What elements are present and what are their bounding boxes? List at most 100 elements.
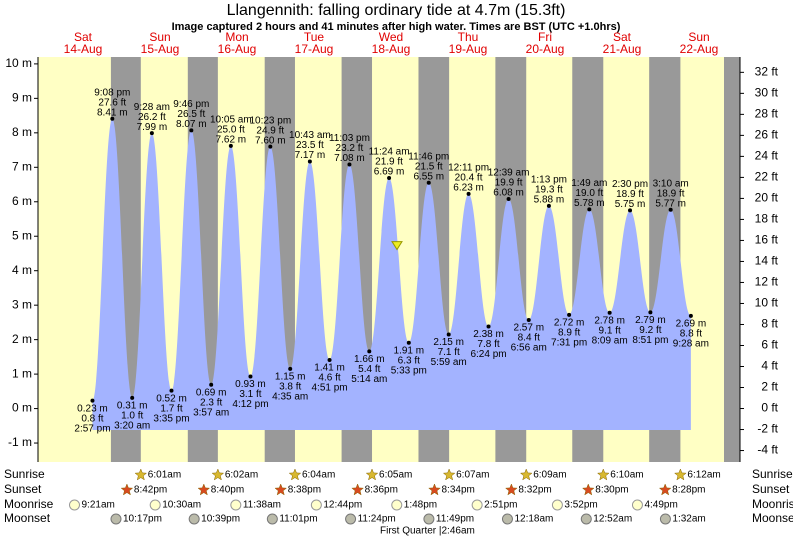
moon-phase: First Quarter |2:46am [380,526,475,537]
tide-point [688,313,693,318]
day-date: 14-Aug [64,42,103,56]
tide-label: 5.77 m [655,198,686,209]
y-tick-label: 10 m [5,56,32,70]
tide-label: 2.78 m [594,315,625,326]
day-weekday: Sat [613,30,632,44]
y2-tick-label: 0 ft [761,401,778,415]
y-tick-label: -1 m [8,435,32,449]
tide-label: 4:12 pm [232,399,268,410]
tide-label: 9.1 ft [599,325,621,336]
tide-point [268,144,273,149]
moonrise-icon [391,499,403,511]
sunset-time: 8:28pm [672,485,705,496]
tide-point [406,340,411,345]
y-tick-label: 4 m [12,263,32,277]
sunset-icon [274,483,288,496]
tide-label: 2.15 m [433,337,464,348]
moonset-icon [345,513,357,525]
y2-tick-label: 26 ft [755,128,779,142]
tide-point [587,207,592,212]
moonrise-time: 10:30am [162,500,201,511]
tide-label: 3:57 am [193,407,229,418]
sunrise-time: 6:02am [225,470,258,481]
sunrise-icon [365,468,379,481]
y-tick-label: 3 m [12,297,32,311]
tide-label: 0.69 m [196,387,227,398]
sunrise-icon [674,468,687,481]
moonset-time: 11:49pm [436,514,474,525]
tide-label: 9:28 am [134,102,170,113]
tide-label: 2.72 m [554,317,585,328]
moonrise-time: 1:48pm [404,500,437,511]
day-date: 18-Aug [372,42,411,56]
row-label: Sunset [4,482,42,496]
moonset-icon [266,513,278,525]
tide-label: 23.2 ft [336,143,364,154]
moonrise-icon [551,499,563,511]
tide-label: 21.5 ft [415,161,443,172]
tide-label: 21.9 ft [375,157,403,168]
tide-point [288,366,293,371]
tide-label: 2.3 ft [200,397,222,408]
moonrise-icon [471,499,483,511]
tide-label: 9:28 am [673,338,709,349]
tide-label: 26.2 ft [138,112,166,123]
moonset-icon [501,513,513,525]
y2-tick-label: 4 ft [761,359,778,373]
tide-label: 2.79 m [635,315,666,326]
tide-label: 2:30 pm [612,179,648,190]
chart-subtitle: Image captured 2 hours and 41 minutes af… [172,21,621,33]
sunset-time: 8:40pm [211,485,244,496]
day-date: 20-Aug [526,42,565,56]
tide-label: 10:23 pm [249,115,291,126]
moonset-time: 1:32am [672,514,705,525]
tide-point [628,208,633,213]
sunset-icon [428,483,441,496]
sunrise-time: 6:07am [456,470,489,481]
tide-point [607,310,612,315]
moonset-time: 12:52am [593,514,632,525]
tide-label: 0.93 m [235,379,266,390]
sunset-icon [120,483,134,496]
tide-point [486,324,491,329]
tide-label: 2:57 pm [74,423,110,434]
moonrise-time: 12:44pm [323,500,362,511]
sunrise-time: 6:01am [148,470,181,481]
day-weekday: Mon [225,30,248,44]
tide-point [149,131,154,136]
tide-label: 1.91 m [394,345,425,356]
tide-label: 2.57 m [513,323,544,334]
tide-label: 4:35 am [272,392,308,403]
y2-tick-label: 20 ft [755,191,779,205]
tide-label: 7.60 m [255,135,286,146]
sunrise-time: 6:12am [687,470,720,481]
tide-label: 1.66 m [354,354,385,365]
tide-label: 19.9 ft [495,178,523,189]
night-band [724,57,740,462]
tide-label: 0.52 m [156,393,187,404]
current-tide-marker [391,241,403,251]
tide-point [567,312,572,317]
tide-label: 26.5 ft [177,109,205,120]
y-tick-label: 9 m [12,91,32,105]
tide-label: 3.1 ft [239,389,261,400]
y-tick-label: 7 m [12,159,32,173]
tide-label: 7.62 m [216,135,247,146]
moonset-time: 10:17pm [123,514,162,525]
tide-label: 12:11 pm [448,162,489,173]
tide-label: 4.6 ft [318,373,340,384]
tide-label: 2.38 m [473,329,504,340]
y-tick-label: 0 m [12,401,32,415]
sunrise-icon [596,468,610,481]
tide-label: 8.4 ft [518,333,540,344]
moonset-icon [580,513,592,525]
moonrise-icon [149,499,161,511]
y-tick-label: 1 m [12,366,32,380]
tide-label: 7.8 ft [477,339,499,350]
tide-label: 19.0 ft [575,188,603,199]
tide-label: 4:51 pm [311,383,347,394]
tide-point [367,349,372,354]
tide-label: 5.4 ft [358,364,380,375]
moonrise-time: 9:21am [81,500,114,511]
